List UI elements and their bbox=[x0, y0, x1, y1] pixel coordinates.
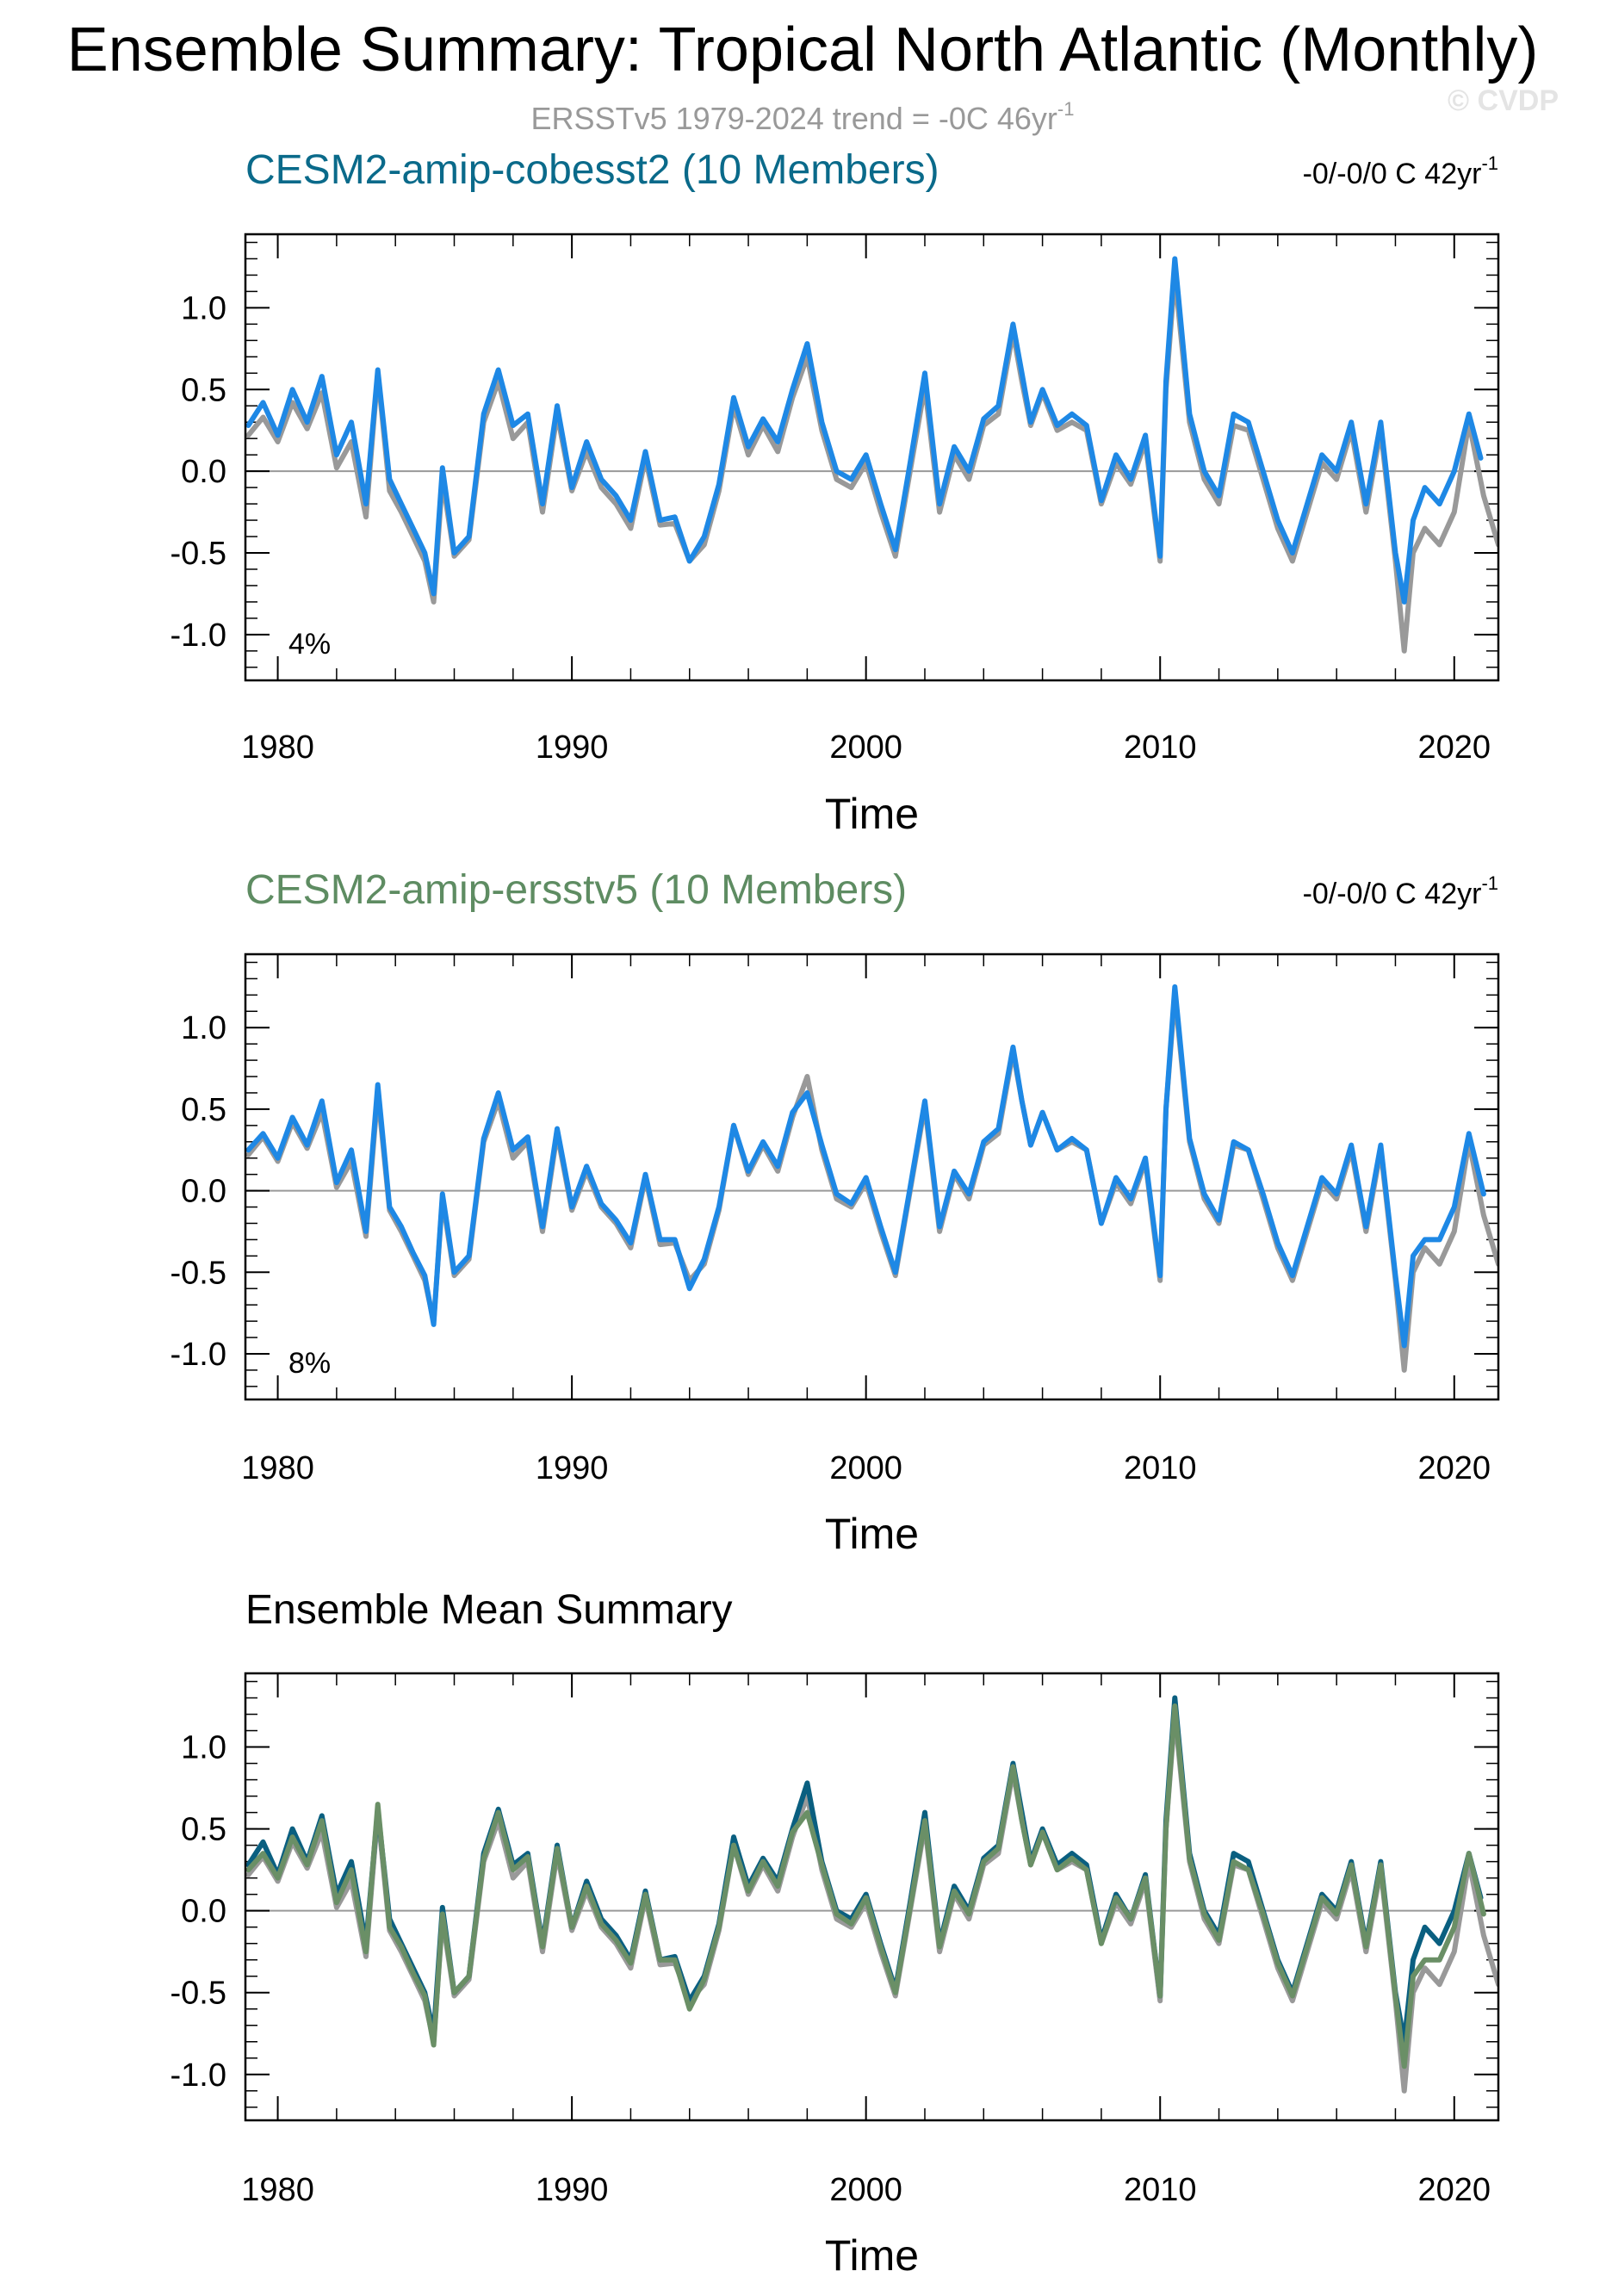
series-group bbox=[245, 256, 1498, 654]
panel-title: CESM2-amip-cobesst2 (10 Members) bbox=[245, 147, 939, 193]
y-tick-label: 0.0 bbox=[181, 454, 226, 490]
plot-frame bbox=[244, 953, 1500, 1401]
watermark: © CVDP bbox=[1448, 84, 1559, 117]
y-tick-label: 1.0 bbox=[181, 1010, 226, 1046]
plot-frame bbox=[244, 1672, 1500, 2122]
panel-cobesst: CESM2-amip-cobesst2 (10 Members) -0/-0/0 … bbox=[171, 147, 1500, 838]
x-tick-label: 2000 bbox=[829, 729, 902, 766]
x-tick-label: 2000 bbox=[829, 2172, 902, 2208]
x-tick-label: 1980 bbox=[241, 1450, 314, 1486]
figure-subtitle: ERSSTv5 1979-2024 trend = -0C 46yr-1 bbox=[531, 98, 1075, 136]
y-tick-label: 1.0 bbox=[181, 290, 226, 326]
y-tick-label: -0.5 bbox=[171, 536, 226, 572]
x-tick-label: 2010 bbox=[1124, 729, 1197, 766]
y-tick-label: -1.0 bbox=[171, 2057, 226, 2094]
x-tick-label: 1990 bbox=[536, 729, 609, 766]
percent-label: 8% bbox=[288, 1347, 331, 1380]
x-tick-label: 2000 bbox=[829, 1450, 902, 1486]
x-tick-label: 2010 bbox=[1124, 1450, 1197, 1486]
x-tick-label: 1990 bbox=[536, 2172, 609, 2208]
figure-subtitle-sup: -1 bbox=[1057, 98, 1075, 120]
x-axis-label: Time bbox=[825, 1510, 919, 1558]
y-tick-label: -0.5 bbox=[171, 1255, 226, 1291]
x-tick-label: 1980 bbox=[241, 2172, 314, 2208]
y-tick-label: 0.0 bbox=[181, 1894, 226, 1930]
x-tick-label: 2020 bbox=[1417, 1450, 1491, 1486]
x-tick-label: 2020 bbox=[1417, 729, 1491, 766]
panel-ensemble-mean: Ensemble Mean Summary -1.0 -0.5 0.0 0.5 1.0 19… bbox=[171, 1587, 1500, 2280]
series-line bbox=[245, 1703, 1486, 2070]
y-tick-label: 1.0 bbox=[181, 1730, 226, 1766]
x-tick-label: 2010 bbox=[1124, 2172, 1197, 2208]
y-tick-label: 0.0 bbox=[181, 1174, 226, 1210]
x-tick-label: 2020 bbox=[1417, 2172, 1491, 2208]
plot-frame bbox=[244, 233, 1500, 682]
trend-label: -0/-0/0 C 42yr-1 bbox=[1303, 872, 1498, 910]
x-axis-label: Time bbox=[825, 2231, 919, 2280]
y-tick-label: 0.5 bbox=[181, 1812, 226, 1848]
series-line bbox=[245, 256, 1484, 605]
panel-title: CESM2-amip-ersstv5 (10 Members) bbox=[245, 867, 907, 913]
x-tick-label: 1980 bbox=[241, 729, 314, 766]
y-tick-label: 0.5 bbox=[181, 372, 226, 408]
y-tick-label: -1.0 bbox=[171, 617, 226, 654]
series-group bbox=[245, 984, 1498, 1373]
panel-title: Ensemble Mean Summary bbox=[245, 1587, 733, 1633]
x-tick-label: 1990 bbox=[536, 1450, 609, 1486]
figure-title: Ensemble Summary: Tropical North Atlanti… bbox=[67, 16, 1539, 84]
figure-subtitle-text: ERSSTv5 1979-2024 trend = -0C 46yr bbox=[531, 101, 1057, 136]
series-group bbox=[245, 1695, 1498, 2094]
y-tick-label: -1.0 bbox=[171, 1337, 226, 1373]
panel-ersst: CESM2-amip-ersstv5 (10 Members) -0/-0/0 C… bbox=[171, 867, 1500, 1558]
percent-label: 4% bbox=[288, 628, 331, 661]
y-tick-label: -0.5 bbox=[171, 1976, 226, 2012]
series-line bbox=[245, 984, 1486, 1349]
y-tick-label: 0.5 bbox=[181, 1092, 226, 1128]
x-axis-label: Time bbox=[825, 790, 919, 838]
trend-label: -0/-0/0 C 42yr-1 bbox=[1303, 152, 1498, 190]
